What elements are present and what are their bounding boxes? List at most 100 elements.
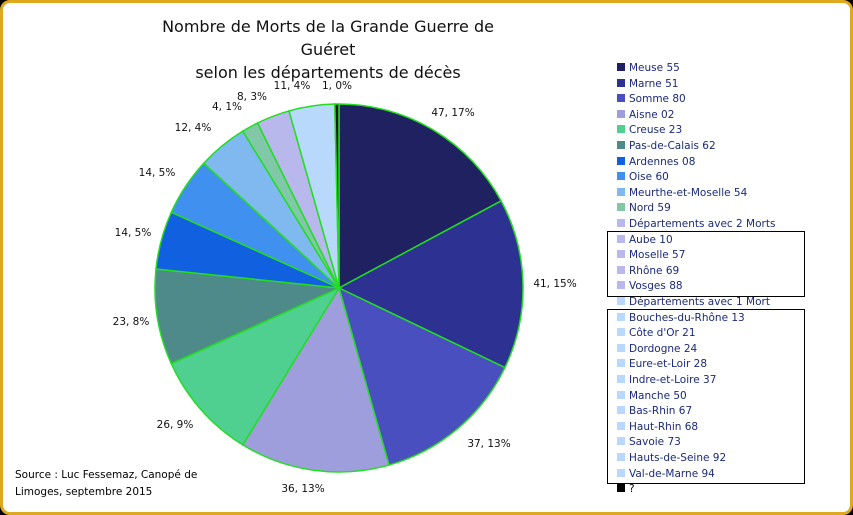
legend-group-box xyxy=(607,230,805,297)
legend-label: Départements avec 2 Morts xyxy=(629,218,776,230)
legend-label: Val-de-Marne 94 xyxy=(629,467,715,480)
source-line-1: Source : Luc Fessemaz, Canopé de xyxy=(15,469,198,481)
legend-item: Oise 60 xyxy=(617,170,669,185)
legend-label: Creuse 23 xyxy=(629,124,683,137)
legend-item: Meurthe-et-Moselle 54 xyxy=(617,186,747,201)
legend-item: Vosges 88 xyxy=(617,279,683,294)
legend-label: Aisne 02 xyxy=(629,108,675,121)
chart-title: Nombre de Morts de la Grande Guerre de G… xyxy=(133,15,523,84)
legend-item: Côte d'Or 21 xyxy=(617,326,696,341)
legend-swatch xyxy=(617,125,625,134)
legend-item: Départements avec 2 Morts xyxy=(617,217,775,232)
legend-item: Pas-de-Calais 62 xyxy=(617,139,716,154)
legend-swatch xyxy=(617,219,625,227)
slice-label: 37, 13% xyxy=(467,438,510,450)
slice-label: 26, 9% xyxy=(157,419,194,431)
legend-item: Hauts-de-Seine 92 xyxy=(617,451,726,466)
legend-label: Nord 59 xyxy=(629,202,671,215)
legend-swatch xyxy=(617,406,625,415)
legend-label: Vosges 88 xyxy=(629,280,683,293)
legend-swatch xyxy=(617,63,625,71)
legend-swatch xyxy=(617,94,625,103)
legend-label: Haut-Rhin 68 xyxy=(629,420,699,433)
legend-swatch xyxy=(617,109,625,118)
slice-label: 36, 13% xyxy=(281,483,324,495)
pie-slice xyxy=(154,268,342,365)
legend-swatch xyxy=(617,375,625,383)
legend-label: Meurthe-et-Moselle 54 xyxy=(629,186,748,199)
legend-item: ? xyxy=(617,482,635,497)
slice-label: 23, 8% xyxy=(113,316,150,328)
legend-swatch xyxy=(617,156,625,165)
pie-slice xyxy=(170,286,341,446)
slice-label: 4, 1% xyxy=(212,101,242,113)
legend-label: Pas-de-Calais 62 xyxy=(629,140,716,152)
legend-item: Nord 59 xyxy=(617,201,671,216)
legend-item: Aisne 02 xyxy=(617,108,674,123)
legend-swatch xyxy=(617,187,625,196)
legend-item: Dordogne 24 xyxy=(617,342,697,357)
slice-label: 47, 17% xyxy=(431,107,474,119)
legend-swatch xyxy=(617,359,625,368)
legend-swatch xyxy=(617,281,625,290)
slice-label: 12, 4% xyxy=(175,122,212,134)
chart-title-line-2: selon les départements de décès xyxy=(195,63,461,82)
legend-swatch xyxy=(617,265,625,274)
legend-swatch xyxy=(617,468,625,477)
source-line-2: Limoges, septembre 2015 xyxy=(15,486,153,498)
legend-label: Départements avec 1 Mort xyxy=(629,296,770,308)
legend-label: Rhône 69 xyxy=(629,264,680,277)
pie-slice xyxy=(338,103,503,290)
legend-item: Savoie 73 xyxy=(617,435,681,450)
legend-label: Moselle 57 xyxy=(629,249,686,262)
legend-item: Marne 51 xyxy=(617,77,678,92)
legend-item: Val-de-Marne 94 xyxy=(617,467,715,482)
pie-chart: 47, 17% 41, 15% 37, 13% 36, 13% 26, 9% 23, 8%… xyxy=(113,80,577,495)
legend-label: Savoie 73 xyxy=(629,436,681,449)
legend-swatch xyxy=(617,328,625,337)
legend-label: Ardennes 08 xyxy=(629,155,696,168)
legend-swatch xyxy=(617,484,625,493)
legend-swatch xyxy=(617,453,625,461)
legend-swatch xyxy=(617,343,625,352)
legend-item: Creuse 23 xyxy=(617,123,682,138)
legend-swatch xyxy=(617,421,625,430)
legend-item: Indre-et-Loire 37 xyxy=(617,373,716,388)
legend-label: ? xyxy=(629,483,635,496)
legend-label: Dordogne 24 xyxy=(629,342,698,355)
slice-label: 11, 4% xyxy=(274,80,311,92)
legend-swatch xyxy=(617,234,625,243)
legend-item: Rhône 69 xyxy=(617,264,679,279)
slice-label: 8, 3% xyxy=(237,91,267,103)
pie-slice xyxy=(334,103,340,289)
pie-slice xyxy=(241,286,390,473)
legend-swatch xyxy=(617,203,625,212)
legend-item: Bouches-du-Rhône 13 xyxy=(617,311,745,326)
legend-swatch xyxy=(617,437,625,446)
legend-item: Bas-Rhin 67 xyxy=(617,404,692,419)
legend-label: Marne 51 xyxy=(629,77,679,90)
slice-label: 14, 5% xyxy=(139,167,176,179)
pie-slice xyxy=(337,199,524,369)
legend-item: Meuse 55 xyxy=(617,61,680,76)
legend-swatch xyxy=(617,250,625,259)
legend-label: Bas-Rhin 67 xyxy=(629,405,693,418)
slice-label: 14, 5% xyxy=(115,227,152,239)
legend-label: Somme 80 xyxy=(629,93,686,106)
legend-item: Manche 50 xyxy=(617,389,687,404)
legend-label: Bouches-du-Rhône 13 xyxy=(629,311,745,324)
chart-title-line-1: Nombre de Morts de la Grande Guerre de G… xyxy=(162,17,494,59)
legend-group-box xyxy=(607,308,805,485)
legend-label: Aube 10 xyxy=(629,233,673,246)
legend-item: Moselle 57 xyxy=(617,248,685,263)
pie-slice xyxy=(337,286,506,467)
legend-label: Manche 50 xyxy=(629,389,687,402)
legend-swatch xyxy=(617,172,625,181)
legend-label: Côte d'Or 21 xyxy=(629,327,696,340)
legend-swatch xyxy=(617,78,625,87)
slice-label: 1, 0% xyxy=(322,80,352,92)
legend-swatch xyxy=(617,141,625,149)
chart-source: Source : Luc Fessemaz, Canopé de Limoges… xyxy=(15,467,215,501)
legend-item: Eure-et-Loir 28 xyxy=(617,357,707,372)
